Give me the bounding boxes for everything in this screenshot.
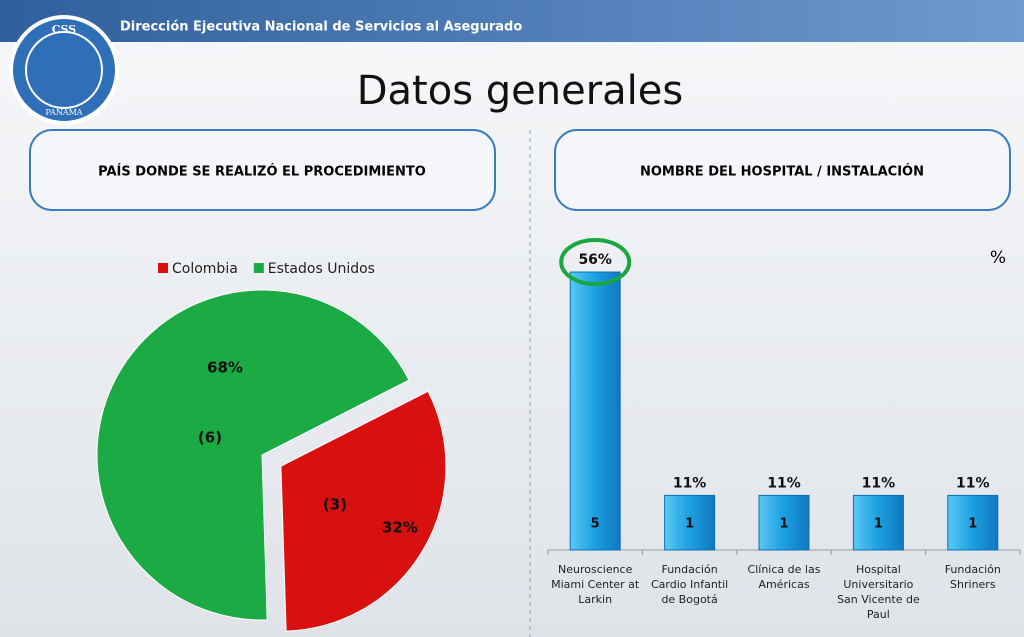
page-title: Datos generales xyxy=(357,68,684,114)
value-label: 11% xyxy=(862,475,896,491)
value-label: 11% xyxy=(956,475,990,491)
header-band xyxy=(0,0,1024,42)
x-tick-label: Clínica de las Américas xyxy=(747,563,821,591)
count-label: 5 xyxy=(591,517,600,532)
count-label: 1 xyxy=(874,517,883,532)
organization: Dirección Ejecutiva Nacional de Servicio… xyxy=(120,20,522,35)
pie-slice xyxy=(280,390,447,632)
count-label: 1 xyxy=(968,517,977,532)
x-tick-label: Neuroscience Miami Center at Larkin xyxy=(551,563,640,606)
value-label: 68% xyxy=(207,359,243,377)
legend-label: Estados Unidos xyxy=(268,261,375,277)
pie-slice xyxy=(96,289,410,621)
chart-title: PAÍS DONDE SE REALIZÓ EL PROCEDIMIENTO xyxy=(98,164,426,180)
x-tick-label: Fundación Shriners xyxy=(944,563,1001,591)
panel-heading xyxy=(554,129,1011,211)
legend-swatch xyxy=(253,263,264,273)
count-label: (6) xyxy=(198,429,222,447)
count-label: 1 xyxy=(685,517,694,532)
legend-label: Colombia xyxy=(172,261,238,277)
bar xyxy=(569,271,621,551)
unit-label: % xyxy=(990,248,1006,268)
panel-heading xyxy=(29,129,496,211)
bar xyxy=(664,494,716,551)
bar xyxy=(758,494,810,551)
logo-top: CSS xyxy=(52,23,76,36)
logo-bottom: PANAMA xyxy=(45,108,82,117)
x-tick-label: Fundación Cardio Infantil de Bogotá xyxy=(650,563,729,606)
chart-title: NOMBRE DEL HOSPITAL / INSTALACIÓN xyxy=(640,164,924,180)
value-label: 11% xyxy=(767,475,801,491)
bar xyxy=(852,494,904,551)
value-label: 56% xyxy=(578,252,612,268)
count-label: (3) xyxy=(323,496,347,514)
legend-swatch xyxy=(158,263,168,273)
value-label: 11% xyxy=(673,475,707,491)
logo-ring xyxy=(25,31,103,109)
bar xyxy=(947,494,999,551)
x-tick-label: Hospital Universitario San Vicente de Pa… xyxy=(837,563,920,621)
count-label: 1 xyxy=(779,517,788,532)
value-label: 32% xyxy=(382,519,418,537)
highlight-circle xyxy=(559,238,632,286)
